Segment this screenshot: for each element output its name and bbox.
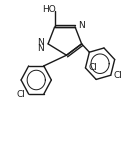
Text: N: N [38, 38, 44, 47]
Text: Cl: Cl [89, 63, 97, 72]
Text: N: N [78, 21, 85, 30]
Text: N: N [38, 44, 44, 53]
Text: HO: HO [42, 5, 56, 14]
Text: Cl: Cl [16, 90, 25, 99]
Text: Cl: Cl [114, 72, 123, 80]
